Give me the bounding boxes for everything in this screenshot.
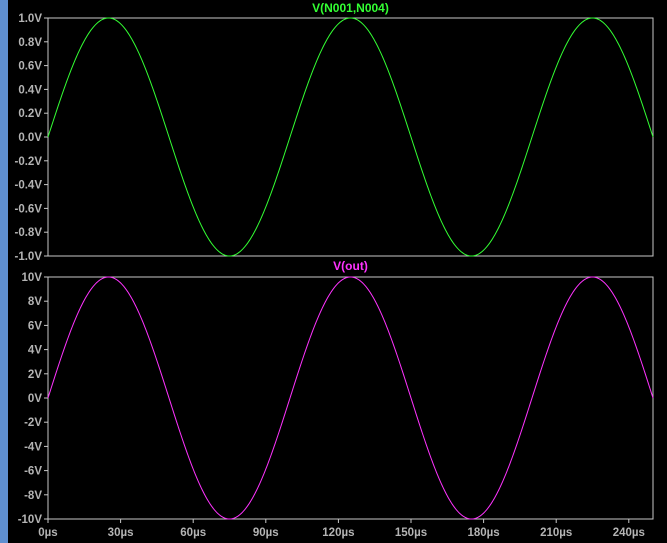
- y-tick-label: 6V: [28, 320, 42, 332]
- y-tick-label: -6V: [24, 466, 42, 478]
- x-tick-label: 120µs: [322, 527, 354, 539]
- y-tick-label: -1.0V: [15, 251, 43, 263]
- y-tick-label: 0.6V: [18, 61, 42, 73]
- y-tick-label: -0.8V: [15, 227, 43, 239]
- pane-v-n001-n004[interactable]: V(N001,N004) 1.0V 0.8V 0.6V 0.4V 0.2V 0.0V -0.2…: [15, 1, 654, 263]
- y-tick-label: 0.4V: [18, 84, 42, 96]
- y-tick-label: -8V: [24, 490, 42, 502]
- x-tick-label: 60µs: [180, 527, 206, 539]
- x-tick-label: 150µs: [395, 527, 427, 539]
- y-tick-label: -10V: [18, 514, 43, 526]
- y-tick-label: 4V: [28, 345, 42, 357]
- y-tick-label: -0.2V: [15, 156, 43, 168]
- pane-title[interactable]: V(N001,N004): [312, 1, 389, 15]
- x-tick-label: 210µs: [540, 527, 572, 539]
- x-tick-label: 240µs: [613, 527, 645, 539]
- y-tick-label: -4V: [24, 441, 42, 453]
- x-tick-label: 0µs: [38, 527, 57, 539]
- y-tick-label: 8V: [28, 296, 42, 308]
- y-tick-label: 1.0V: [18, 13, 42, 25]
- x-tick-label: 90µs: [253, 527, 279, 539]
- y-tick-label: 10V: [22, 272, 43, 284]
- series-line[interactable]: [47, 276, 654, 520]
- y-tick-label: 0.8V: [18, 37, 42, 49]
- y-tick-label: 2V: [28, 369, 42, 381]
- pane-title[interactable]: V(out): [333, 259, 368, 273]
- y-tick-label: 0.0V: [18, 132, 42, 144]
- y-tick-label: -2V: [24, 417, 42, 429]
- x-tick-label: 180µs: [467, 527, 499, 539]
- y-tick-label: 0.2V: [18, 108, 42, 120]
- window-edge: [0, 0, 8, 543]
- series-line[interactable]: [47, 17, 654, 257]
- y-tick-label: -0.4V: [15, 180, 43, 192]
- y-tick-label: 0V: [28, 393, 42, 405]
- y-tick-label: -0.6V: [15, 203, 43, 215]
- x-tick-label: 30µs: [108, 527, 134, 539]
